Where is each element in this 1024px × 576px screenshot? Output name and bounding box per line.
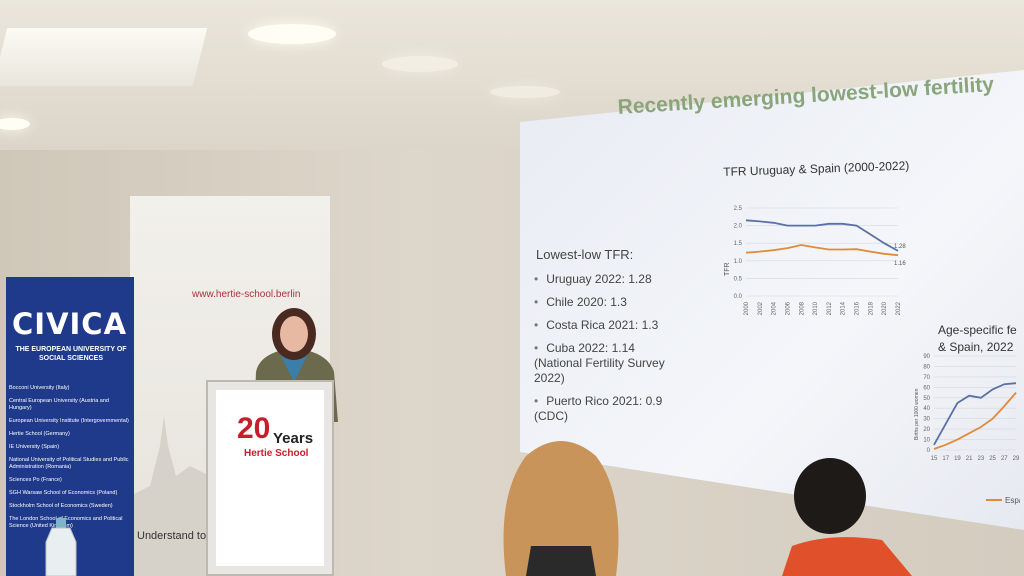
ceiling-light <box>382 56 458 72</box>
y-tick-label: 70 <box>923 375 930 381</box>
x-tick-label: 2006 <box>785 301 791 315</box>
tfr-list: Uruguay 2022: 1.28 Chile 2020: 1.3 Costa… <box>534 272 684 432</box>
x-tick-label: 2022 <box>896 301 902 315</box>
legend-label: Españ <box>1005 496 1020 505</box>
y-tick-label: 50 <box>923 396 930 402</box>
x-tick-label: 2012 <box>827 301 833 315</box>
civica-member: Sciences Po (France) <box>9 477 62 483</box>
y-axis-label: Births per 1000 women <box>914 388 920 440</box>
series-line <box>745 219 899 252</box>
x-tick-label: 29 <box>1013 456 1020 462</box>
x-tick-label: 21 <box>966 456 973 462</box>
x-tick-label: 19 <box>954 456 961 462</box>
tfr-chart: TFR 0.0 0.5 1.0 1.5 2.0 2.5 2000 2002 2004 2006 20… <box>724 206 906 315</box>
anniversary-number: 20 <box>237 412 271 445</box>
civica-member: Hertie School (Germany) <box>9 431 70 437</box>
civica-member: Stockholm School of Economics (Sweden) <box>9 503 113 509</box>
lectern-sign: 20 Years Hertie School <box>216 390 324 566</box>
civica-member: IE University (Spain) <box>9 444 60 450</box>
x-tick-label: 2014 <box>841 301 847 315</box>
tfr-list-heading: Lowest-low TFR: <box>536 247 634 262</box>
water-bottle <box>45 518 77 576</box>
tfr-item: Uruguay 2022: 1.28 <box>534 272 684 287</box>
x-tick-label: 27 <box>1001 456 1008 462</box>
x-tick-label: 2020 <box>882 301 888 315</box>
ceiling-skylight <box>0 28 208 86</box>
y-tick-label: 80 <box>923 364 930 370</box>
banner-url: www.hertie-school.berlin <box>192 289 301 300</box>
audience-member-blonde <box>503 441 619 576</box>
data-label: 1.28 <box>894 244 906 250</box>
ceiling-light <box>0 118 30 130</box>
x-tick-label: 2018 <box>868 301 874 315</box>
y-tick-label: 1.5 <box>734 241 743 247</box>
civica-member: SGH Warsaw School of Economics (Poland) <box>9 490 118 496</box>
civica-member: European University Institute (Intergove… <box>9 418 129 424</box>
y-axis-label: TFR <box>724 262 731 276</box>
series-line <box>745 244 899 257</box>
age-chart-title: Age-specific fe & Spain, 2022 <box>938 323 1017 354</box>
y-tick-label: 1.0 <box>734 259 743 265</box>
civica-member: National University of Political Studies… <box>9 457 129 470</box>
tfr-item-text: Cuba 2022: 1.14 (National Fertility Surv… <box>534 341 665 385</box>
y-tick-label: 30 <box>923 417 930 423</box>
data-label: 1.16 <box>894 261 906 267</box>
age-chart: Births per 1000 women Españ 0 10 20 30 40 50 6… <box>914 354 1020 505</box>
x-tick-label: 2002 <box>758 301 764 315</box>
y-tick-label: 0.0 <box>734 294 743 300</box>
x-tick-label: 23 <box>978 456 985 462</box>
civica-member: Bocconi University (Italy) <box>9 385 70 391</box>
series-line <box>933 392 1017 450</box>
y-tick-label: 2.5 <box>734 206 743 212</box>
lectern-school-name: Hertie School <box>244 448 309 459</box>
y-tick-label: 2.0 <box>734 224 743 230</box>
civica-member: Central European University (Austria and… <box>9 398 109 411</box>
series-line <box>933 382 1017 446</box>
x-tick-label: 2010 <box>813 301 819 315</box>
y-tick-label: 90 <box>923 354 930 360</box>
y-tick-label: 0.5 <box>734 276 743 282</box>
ceiling-light <box>248 24 336 44</box>
tfr-item: Costa Rica 2021: 1.3 <box>534 318 684 333</box>
tfr-item-text: Puerto Rico 2021: 0.9 (CDC) <box>534 394 663 423</box>
audience-member-dark-hair <box>782 458 912 576</box>
banner-tagline: Understand toda <box>137 530 219 542</box>
x-tick-label: 2000 <box>744 301 750 315</box>
lectern: 20 Years Hertie School <box>206 380 334 576</box>
civica-logo: CIVICA <box>12 307 128 341</box>
x-tick-label: 2016 <box>855 301 861 315</box>
y-tick-label: 60 <box>923 385 930 391</box>
x-tick-label: 17 <box>942 456 949 462</box>
y-tick-label: 40 <box>923 406 930 412</box>
x-tick-label: 2008 <box>799 301 805 315</box>
y-tick-label: 0 <box>927 448 931 454</box>
tfr-item: Chile 2020: 1.3 <box>534 295 684 310</box>
x-tick-label: 25 <box>989 456 996 462</box>
civica-banner: CIVICA THE EUROPEAN UNIVERSITY OF SOCIAL… <box>6 277 134 576</box>
tfr-item: Cuba 2022: 1.14 (National Fertility Surv… <box>534 341 684 386</box>
y-tick-label: 10 <box>923 438 930 444</box>
y-tick-label: 20 <box>923 427 930 433</box>
anniversary-years: Years <box>273 430 314 447</box>
civica-subtitle: THE EUROPEAN UNIVERSITY OF SOCIAL SCIENC… <box>15 346 127 362</box>
ceiling-light <box>490 86 560 98</box>
civica-member-list: Bocconi University (Italy) Central Europ… <box>9 385 132 536</box>
x-tick-label: 2004 <box>772 301 778 315</box>
tfr-item: Puerto Rico 2021: 0.9 (CDC) <box>534 394 684 424</box>
x-tick-label: 15 <box>931 456 938 462</box>
